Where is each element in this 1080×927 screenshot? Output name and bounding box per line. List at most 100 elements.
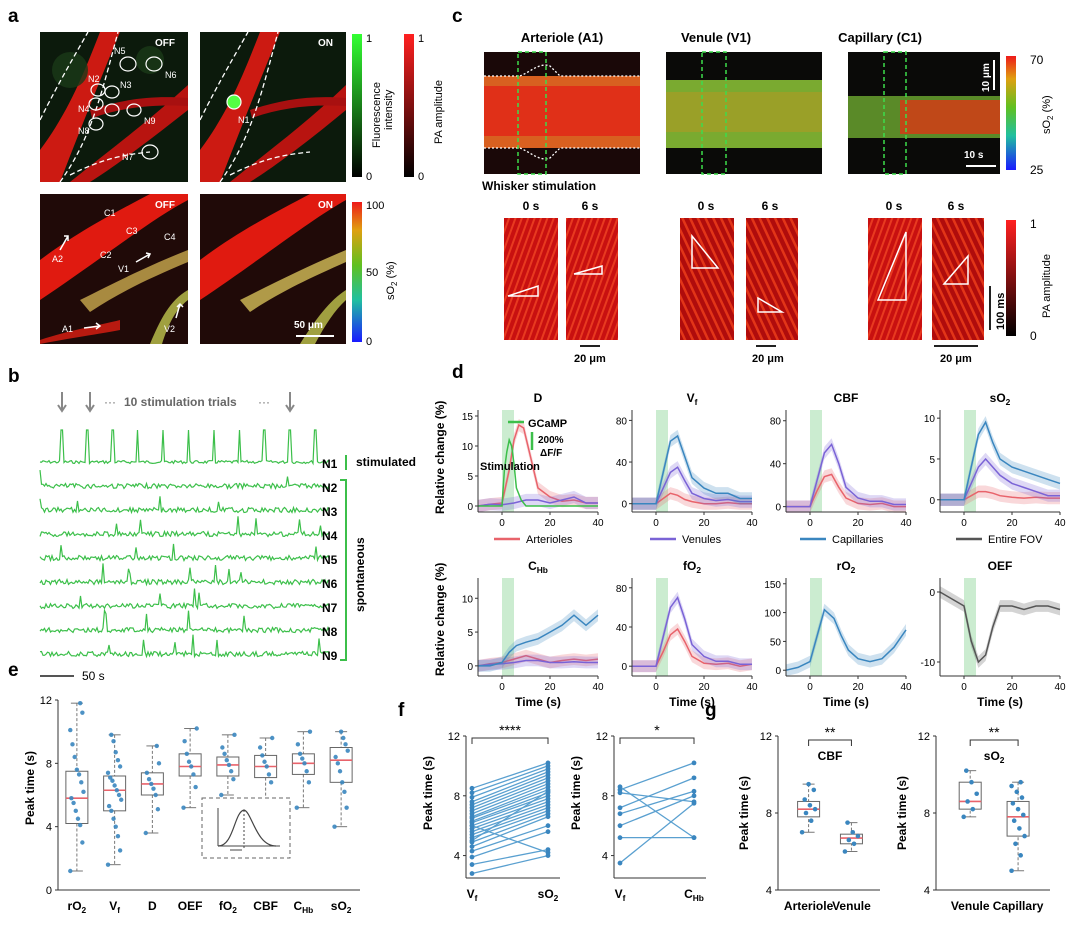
y-tick-label: 12 — [760, 731, 772, 743]
x-tick-label-main: CBF — [253, 899, 278, 913]
neuron-label-n4: N4 — [78, 104, 90, 114]
pair-line — [471, 848, 549, 866]
data-point — [845, 820, 850, 825]
data-point — [340, 780, 345, 785]
box-fo2 — [216, 732, 240, 798]
data-point — [151, 786, 156, 791]
data-point — [228, 769, 234, 774]
data-point — [961, 814, 966, 820]
y-tick-label: 4 — [46, 822, 52, 834]
data-point — [113, 824, 118, 829]
data-point — [77, 700, 83, 706]
data-point — [74, 767, 80, 772]
data-point — [341, 735, 346, 741]
y-tick-label: 150 — [764, 580, 781, 591]
chart-title-sub: 2 — [1006, 397, 1011, 407]
y-tick-label: 80 — [770, 417, 782, 428]
chart-title: D — [534, 391, 543, 405]
pair-line — [471, 765, 549, 794]
data-point — [115, 757, 121, 763]
pair-line — [471, 825, 549, 854]
y-tick-label: 0 — [775, 503, 781, 514]
trace-label-n9: N9 — [322, 649, 338, 663]
series-line-venules — [632, 595, 752, 667]
x-tick-label-sub: f — [475, 893, 478, 903]
trace-label-n3: N3 — [322, 505, 338, 519]
chart-title-sub: 2 — [696, 565, 701, 575]
x-tick-label: 0 — [961, 518, 967, 529]
data-point — [264, 764, 269, 769]
data-point — [79, 780, 84, 785]
data-point — [545, 788, 551, 794]
series-line-venules — [786, 442, 906, 508]
colorbar-pa-c-max: 1 — [1030, 217, 1037, 231]
x-tick-label-main: V — [615, 887, 623, 901]
stimulation-window — [656, 410, 668, 512]
time-label: 6 s — [582, 199, 599, 213]
vessel-label-c3: C3 — [126, 226, 138, 236]
colorbar-pa — [404, 34, 414, 177]
data-point — [545, 850, 551, 855]
linescan-venule-0s — [680, 218, 734, 340]
data-point — [974, 791, 979, 797]
trace-n9 — [39, 634, 331, 659]
legend-label: Venules — [682, 534, 722, 546]
x-tick-label-sub: 2 — [347, 905, 352, 915]
linescan-arteriole-0s — [504, 218, 558, 340]
y-tick-label: -10 — [921, 658, 936, 669]
colorbar-so2-c-label: sO2 (%) — [1041, 95, 1055, 134]
x-tick-label: 0 — [807, 518, 813, 529]
error-band-capillaries — [940, 416, 1060, 506]
y-tick-label: 8 — [766, 808, 772, 820]
x-tick-label: 40 — [900, 682, 912, 693]
panel-letter-d: d — [452, 362, 464, 383]
y-tick-label: 12 — [40, 695, 52, 707]
legend-d: Arterioles Venules Capillaries Entire FOV — [494, 534, 1043, 546]
data-point — [691, 835, 697, 841]
data-point — [146, 776, 152, 782]
data-point — [266, 772, 272, 777]
data-point — [111, 816, 116, 821]
x-tick-label: Vf — [615, 887, 626, 903]
g-ylabel-right: Peak time (s) — [895, 776, 909, 850]
colorbar-pa-c — [1006, 220, 1016, 336]
x-tick-label-sub: 2 — [82, 905, 87, 915]
trace-label-n5: N5 — [322, 553, 338, 567]
data-point — [194, 726, 199, 731]
panel-a: OFF N5 N6 N2 N3 N4 N9 N8 N7 ON N1 1 0 Fl… — [39, 31, 445, 348]
chart-title-main: C — [528, 559, 537, 573]
x-axis-label: Time (s) — [669, 695, 715, 709]
data-point — [469, 790, 475, 796]
legend-label: Arterioles — [526, 534, 573, 546]
error-band-venules — [786, 438, 906, 513]
panel-f: 4 8 12 **** Vf sO2 4 8 12 * Vf CHb — [448, 722, 706, 903]
image-vessels-on: ON 50 μm — [200, 194, 346, 344]
line-chart-so2: 0 5 10 0 20 40 sO2 — [924, 391, 1066, 529]
data-point — [617, 860, 623, 866]
x-tick-label-sub: 2 — [554, 893, 559, 903]
x-tick-label: Venule — [832, 899, 871, 913]
data-point — [808, 818, 814, 823]
colorbar-so2-min: 0 — [366, 336, 372, 348]
data-point — [156, 761, 162, 766]
x-tick-label: 0 — [499, 682, 505, 693]
chart-title-main: CBF — [834, 391, 859, 405]
y-tick-label: 8 — [46, 758, 52, 770]
data-point — [333, 754, 338, 760]
data-point — [300, 756, 305, 761]
significance-bracket — [969, 739, 1019, 746]
x-tick-label: 20 — [852, 682, 864, 693]
data-point — [1018, 853, 1023, 858]
y-tick-label: 10 — [462, 594, 474, 605]
data-point — [76, 772, 82, 777]
box-body — [103, 775, 127, 812]
pair-line — [471, 816, 549, 848]
pair-line — [471, 804, 549, 833]
image-neurons-off: OFF N5 N6 N2 N3 N4 N9 N8 N7 — [39, 31, 188, 183]
data-point — [307, 729, 313, 734]
stimulation-arrow-icon — [57, 392, 67, 413]
x-tick-label: sO2 — [538, 887, 559, 903]
data-point — [469, 871, 475, 876]
pair-line — [471, 786, 549, 818]
